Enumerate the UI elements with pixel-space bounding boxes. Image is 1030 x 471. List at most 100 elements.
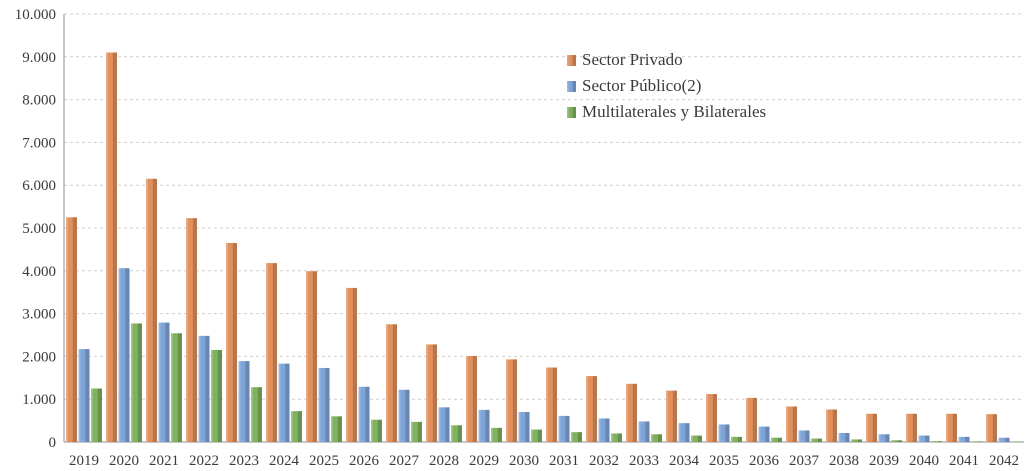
y-tick-label: 4.000 xyxy=(22,264,56,280)
bar xyxy=(826,409,837,442)
bar xyxy=(131,323,142,442)
bar xyxy=(998,437,1010,442)
gridlines xyxy=(64,13,1024,400)
x-tick-label: 2031 xyxy=(549,453,579,469)
bar xyxy=(91,388,102,442)
bar xyxy=(186,218,197,442)
bar xyxy=(678,423,690,442)
bar xyxy=(211,349,222,442)
x-tick-label: 2032 xyxy=(589,453,619,469)
x-tick-label: 2028 xyxy=(429,453,459,469)
bar xyxy=(66,217,77,442)
x-tick-label: 2039 xyxy=(869,453,899,469)
bar xyxy=(518,412,530,442)
x-tick-label: 2024 xyxy=(269,453,300,469)
bar xyxy=(866,413,877,442)
bar xyxy=(718,424,730,442)
bar xyxy=(786,406,797,442)
bar xyxy=(291,411,302,442)
bar xyxy=(906,413,917,442)
bar xyxy=(558,415,570,442)
bar xyxy=(531,429,542,442)
x-tick-label: 2029 xyxy=(469,453,499,469)
bar xyxy=(491,427,502,442)
legend-swatch xyxy=(567,55,576,66)
bar xyxy=(851,439,862,442)
y-tick-label: 7.000 xyxy=(22,135,56,151)
x-tick-label: 2025 xyxy=(309,453,339,469)
bar xyxy=(918,435,930,442)
y-tick-label: 9.000 xyxy=(22,50,56,66)
legend-swatch xyxy=(567,81,576,92)
x-tick-label: 2022 xyxy=(189,453,219,469)
bar xyxy=(78,349,90,442)
bar xyxy=(398,389,410,442)
bar xyxy=(666,390,677,442)
bar xyxy=(598,418,610,442)
bar xyxy=(411,421,422,442)
bar xyxy=(118,268,130,442)
bar xyxy=(611,433,622,442)
bar xyxy=(691,435,702,442)
bar xyxy=(986,414,997,442)
x-tick-label: 2027 xyxy=(389,453,420,469)
bar xyxy=(371,419,382,442)
x-tick-label: 2023 xyxy=(229,453,259,469)
x-tick-label: 2019 xyxy=(69,453,99,469)
bar xyxy=(706,394,717,442)
bar xyxy=(478,409,490,442)
bar xyxy=(638,421,650,442)
bar xyxy=(226,242,237,442)
bar xyxy=(318,367,330,442)
bar xyxy=(358,386,370,442)
bar xyxy=(878,434,890,442)
bar xyxy=(198,335,210,442)
y-tick-label: 10.000 xyxy=(15,7,56,23)
bar xyxy=(731,436,742,442)
bar xyxy=(891,440,902,442)
y-tick-label: 6.000 xyxy=(22,178,56,194)
bar xyxy=(266,263,277,442)
bar xyxy=(571,432,582,442)
bar xyxy=(958,436,970,442)
x-tick-label: 2036 xyxy=(749,453,780,469)
bar xyxy=(146,178,157,442)
legend-label: Sector Privado xyxy=(582,50,683,69)
legend-label: Multilaterales y Bilaterales xyxy=(582,102,766,121)
x-tick-label: 2033 xyxy=(629,453,659,469)
y-tick-label: 8.000 xyxy=(22,93,56,109)
bar xyxy=(278,363,290,442)
bar xyxy=(546,367,557,442)
bar xyxy=(466,355,477,442)
x-tick-label: 2037 xyxy=(789,453,820,469)
bar xyxy=(586,376,597,442)
x-tick-label: 2021 xyxy=(149,453,179,469)
bar xyxy=(171,333,182,442)
y-tick-label: 5.000 xyxy=(22,221,56,237)
bar xyxy=(771,437,782,442)
x-tick-label: 2035 xyxy=(709,453,739,469)
bar xyxy=(106,52,117,443)
bar xyxy=(386,324,397,442)
bar xyxy=(506,359,517,442)
bar xyxy=(651,434,662,442)
y-tick-label: 0 xyxy=(49,435,57,451)
bar xyxy=(798,430,810,442)
x-tick-label: 2020 xyxy=(109,453,139,469)
x-tick-label: 2042 xyxy=(989,453,1019,469)
y-tick-label: 3.000 xyxy=(22,307,56,323)
bar xyxy=(451,425,462,442)
y-tick-label: 1.000 xyxy=(22,392,56,408)
x-tick-label: 2026 xyxy=(349,453,380,469)
bar xyxy=(946,413,957,442)
x-tick-label: 2038 xyxy=(829,453,859,469)
axes: 0 1.000 2.000 3.000 4.000 5.000 6.000 7.000 8.00… xyxy=(15,7,1024,451)
x-tick-label: 2040 xyxy=(909,453,939,469)
legend-swatch xyxy=(567,107,576,118)
bar xyxy=(838,433,850,442)
bar xyxy=(158,322,170,442)
bar xyxy=(306,271,317,442)
legend-label: Sector Público(2) xyxy=(582,76,701,95)
x-tick-labels: 2019 2020 2021 2022 2023 2024 2025 2026 2027 2028… xyxy=(69,453,1019,469)
